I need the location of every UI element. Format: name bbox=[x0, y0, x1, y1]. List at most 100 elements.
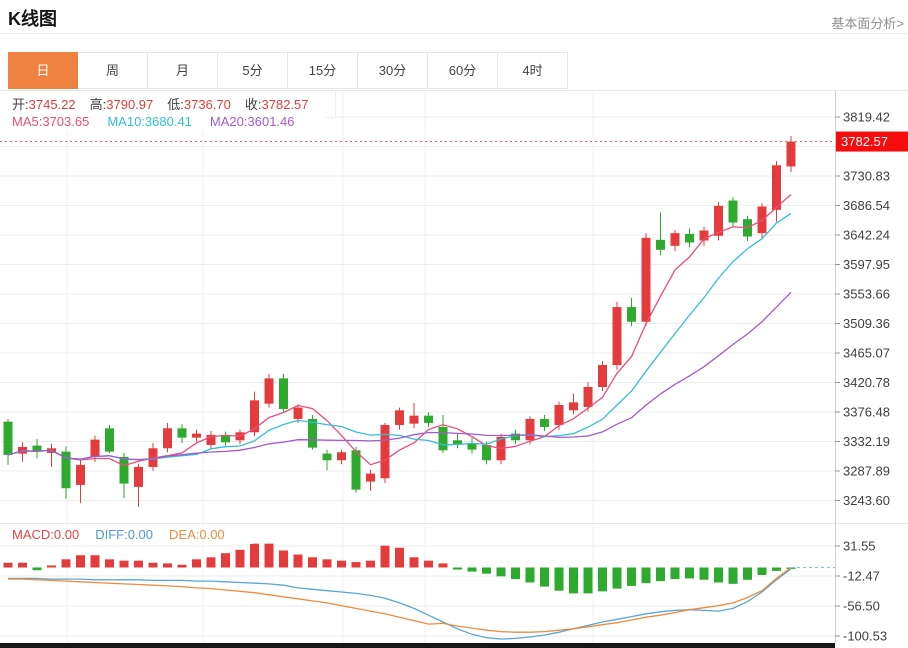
ma20-line bbox=[7, 291, 792, 461]
macd-label: DEA: bbox=[169, 527, 200, 542]
tab-5分[interactable]: 5分 bbox=[218, 52, 288, 89]
ma-label: MA5: bbox=[12, 114, 43, 129]
candlesticks bbox=[3, 135, 796, 507]
macd-bar bbox=[525, 567, 535, 583]
macd-bar bbox=[105, 559, 114, 568]
candle-body bbox=[293, 407, 303, 419]
axis-tick-label: 3642.24 bbox=[843, 228, 890, 243]
tab-15分[interactable]: 15分 bbox=[288, 52, 358, 89]
candle-body bbox=[453, 440, 462, 445]
macd-bar bbox=[250, 543, 259, 568]
macd-bar bbox=[235, 549, 245, 568]
candle-body bbox=[163, 428, 172, 449]
candle-body bbox=[337, 452, 346, 461]
candle-body bbox=[569, 402, 578, 411]
macd-bar bbox=[743, 567, 752, 580]
candle-body bbox=[714, 205, 723, 236]
macd-group: DIFF:0.00 bbox=[95, 527, 153, 542]
candle-body bbox=[728, 200, 738, 223]
macd-bar bbox=[308, 557, 317, 568]
macd-bar bbox=[569, 567, 578, 594]
macd-bar bbox=[453, 567, 462, 570]
candle-body bbox=[351, 450, 361, 490]
macd-bar bbox=[61, 559, 71, 568]
candle-body bbox=[467, 442, 477, 450]
macd-bar bbox=[395, 547, 404, 568]
macd-bar bbox=[148, 562, 158, 568]
macd-label: DIFF: bbox=[95, 527, 128, 542]
macd-bar bbox=[641, 567, 651, 584]
ohlc-value: 3745.22 bbox=[28, 97, 76, 112]
ma-label: MA10: bbox=[107, 114, 145, 129]
axis-tick-label: -56.50 bbox=[843, 598, 880, 613]
page-title: K线图 bbox=[8, 9, 57, 29]
candle-body bbox=[627, 307, 636, 322]
macd-bar bbox=[32, 567, 42, 571]
ohlc-group: 开:3745.22 bbox=[12, 97, 76, 112]
candle-body bbox=[90, 439, 100, 457]
macd-bar bbox=[583, 567, 593, 594]
candle-body bbox=[134, 466, 143, 487]
candle-body bbox=[221, 434, 230, 443]
ohlc-label: 高: bbox=[89, 97, 107, 112]
page-header: K线图 基本面分析> bbox=[0, 0, 908, 34]
axis-tick-label: -12.47 bbox=[843, 568, 880, 583]
macd-bar bbox=[612, 567, 622, 589]
tab-日[interactable]: 日 bbox=[8, 52, 78, 89]
candle-body bbox=[772, 165, 781, 210]
macd-bar bbox=[3, 562, 13, 568]
candle-body bbox=[786, 141, 796, 167]
price-axis: 3819.423775.133730.833686.543642.243597.… bbox=[835, 110, 890, 644]
ohlc-group: 高:3790.97 bbox=[90, 97, 154, 112]
ma-group: MA5:3703.65 bbox=[12, 114, 89, 129]
macd-bar bbox=[467, 567, 477, 572]
candle-body bbox=[598, 365, 607, 388]
macd-value: 0.00 bbox=[53, 527, 80, 542]
tab-30分[interactable]: 30分 bbox=[358, 52, 428, 89]
candle-body bbox=[656, 239, 665, 250]
candle-body bbox=[685, 233, 694, 243]
axis-tick-label: 31.55 bbox=[843, 539, 876, 554]
axis-tick-label: 3819.42 bbox=[843, 110, 890, 125]
axis-tick-label: 3730.83 bbox=[843, 169, 890, 184]
macd-bar bbox=[424, 560, 433, 568]
tab-4时[interactable]: 4时 bbox=[498, 52, 568, 89]
ma-value: 3601.46 bbox=[247, 114, 295, 129]
candle-body bbox=[61, 451, 71, 489]
macd-bar bbox=[670, 567, 680, 580]
macd-value: 0.00 bbox=[127, 527, 154, 542]
macd-bar bbox=[18, 562, 27, 568]
candle-body bbox=[583, 387, 593, 407]
macd-bar bbox=[322, 559, 332, 568]
macd-bar bbox=[76, 555, 85, 568]
candle-body bbox=[177, 428, 187, 438]
ohlc-value: 3790.97 bbox=[106, 97, 154, 112]
candle-body bbox=[366, 473, 375, 482]
current-price-tag: 3782.57 bbox=[836, 131, 908, 152]
ma-group: MA20:3601.46 bbox=[210, 114, 295, 129]
macd-bar bbox=[699, 567, 709, 580]
candle-body bbox=[279, 378, 288, 409]
interval-tabbar: 日周月 5分 15分 30分 60分 4时 bbox=[8, 52, 568, 89]
bottom-bar bbox=[0, 643, 835, 648]
tab-周[interactable]: 周 bbox=[78, 52, 148, 89]
fundamental-analysis-link[interactable]: 基本面分析> bbox=[831, 16, 904, 31]
axis-tick-label: 3287.89 bbox=[843, 463, 890, 478]
tab-60分[interactable]: 60分 bbox=[428, 52, 498, 89]
candle-body bbox=[438, 426, 448, 451]
macd-bar bbox=[380, 545, 390, 568]
macd-bar bbox=[409, 557, 419, 568]
tab-月[interactable]: 月 bbox=[148, 52, 218, 89]
candle-body bbox=[76, 464, 85, 485]
axis-tick-label: 3509.36 bbox=[843, 316, 890, 331]
candle-body bbox=[670, 233, 680, 246]
frame-borders bbox=[0, 90, 908, 648]
candle-body bbox=[482, 444, 491, 461]
macd-bar bbox=[511, 567, 520, 580]
macd-group: MACD:0.00 bbox=[12, 527, 79, 542]
macd-bar bbox=[598, 567, 607, 592]
ohlc-label: 收: bbox=[244, 97, 262, 112]
candle-body bbox=[105, 428, 114, 452]
macd-bar bbox=[627, 567, 636, 586]
